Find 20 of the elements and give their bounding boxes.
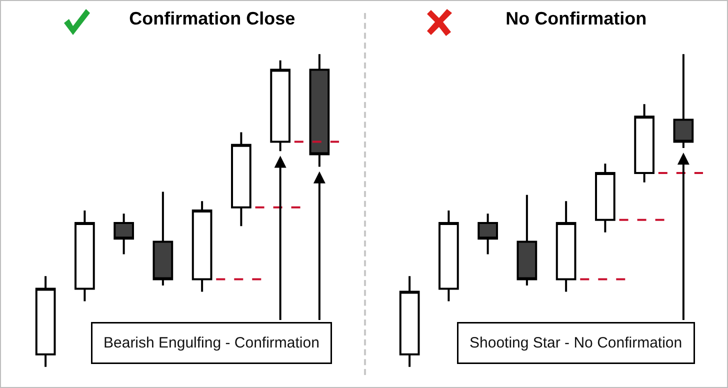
- candlestick: [270, 59, 290, 152]
- candlestick: [192, 200, 212, 293]
- candlestick: [309, 53, 330, 168]
- candlestick: [231, 131, 252, 228]
- candlestick: [516, 194, 538, 287]
- candlestick: [556, 200, 576, 293]
- annotation: Shooting Star - No Confirmation: [470, 334, 682, 352]
- candlestick: [35, 275, 56, 368]
- candlestick: [152, 190, 174, 287]
- chart-title: Confirmation Close: [129, 8, 296, 29]
- candlestick: [673, 53, 694, 149]
- annotation: Bearish Engulfing - Confirmation: [104, 334, 320, 352]
- chart-title: No Confirmation: [506, 8, 647, 29]
- candlestick: [438, 210, 459, 302]
- candlestick: [478, 212, 498, 256]
- candlestick: [634, 103, 654, 184]
- candlestick: [399, 275, 420, 368]
- candlestick: [595, 162, 616, 234]
- candlestick: [114, 212, 134, 256]
- candlestick: [74, 210, 95, 302]
